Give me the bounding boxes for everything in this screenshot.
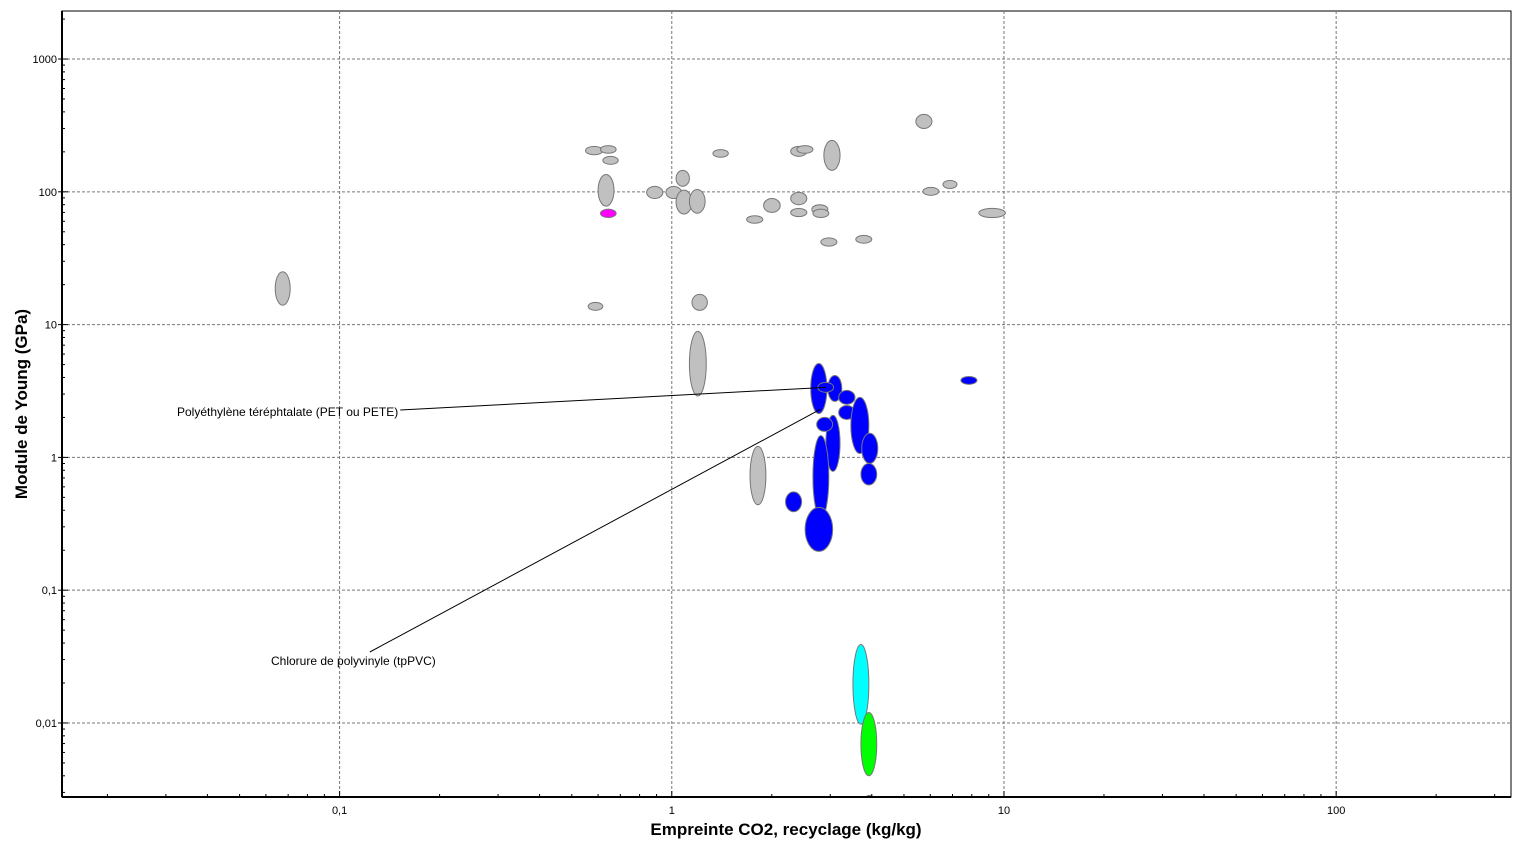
y-tick-label: 0,01: [36, 718, 57, 730]
y-tick-label: 10: [45, 320, 57, 332]
material-bubble-gray: [602, 155, 619, 165]
material-bubble-gray: [746, 215, 764, 224]
material-bubble-gray: [274, 271, 291, 306]
material-bubble-blue: [816, 416, 834, 432]
annotation-leader-line-pvc: [369, 408, 821, 653]
annotation-leader-line-pet: [400, 386, 826, 411]
y-tick-label: 1000: [33, 54, 57, 66]
material-bubble-green: [860, 711, 878, 777]
x-tick-label: 100: [1327, 805, 1345, 817]
annotations: Polyéthylène téréphtalate (PET ou PETE) …: [177, 386, 826, 668]
material-bubble-gray: [922, 186, 940, 196]
x-tick-label: 1: [669, 805, 675, 817]
annotation-label-pvc: Chlorure de polyvinyle (tpPVC): [271, 654, 436, 668]
material-bubble-gray: [675, 169, 690, 187]
material-bubble-gray: [691, 293, 708, 311]
material-bubble-gray: [688, 189, 706, 214]
material-bubble-blue: [838, 389, 856, 405]
material-bubble-cyan: [852, 643, 870, 725]
material-bubble-gray: [763, 198, 781, 213]
material-bubble-gray: [790, 207, 808, 218]
material-bubble-gray: [587, 301, 604, 311]
material-bubble-gray: [820, 237, 838, 247]
material-bubble-gray: [790, 191, 808, 206]
material-bubble-blue: [960, 375, 978, 385]
material-bubbles: [274, 113, 1006, 797]
material-bubble-gray: [646, 185, 664, 200]
material-bubble-gray: [915, 113, 933, 129]
material-bubble-gray: [585, 145, 604, 156]
material-bubble-gray: [599, 145, 617, 154]
plot-area: [61, 10, 1512, 798]
y-axis-title: Module de Young (GPa): [12, 309, 31, 499]
material-bubble-magenta: [599, 208, 617, 219]
material-bubble-blue: [785, 491, 803, 513]
y-tick-label: 1: [51, 452, 57, 464]
y-tick-label: 100: [39, 187, 57, 199]
x-tick-label: 0,1: [332, 805, 347, 817]
material-bubble-gray: [942, 179, 958, 189]
material-bubble-gray: [978, 207, 1006, 219]
material-bubble-blue: [860, 462, 878, 486]
y-tick-label: 0,1: [42, 585, 57, 597]
gridlines: [62, 11, 1511, 797]
x-tick-label: 10: [998, 805, 1010, 817]
material-bubble-gray: [796, 145, 814, 154]
material-bubble-gray: [855, 234, 873, 244]
material-bubble-blue: [812, 435, 830, 519]
x-axis-title: Empreinte CO2, recyclage (kg/kg): [650, 820, 921, 839]
material-bubble-gray: [823, 139, 841, 171]
material-bubble-gray: [812, 208, 830, 219]
material-bubble-blue: [804, 506, 834, 552]
material-bubble-gray: [749, 445, 767, 506]
material-bubble-gray: [597, 174, 615, 207]
material-bubble-gray: [688, 330, 707, 397]
material-bubble-blue: [861, 432, 879, 464]
axis-ticks: 0,1 1 10 100 0,01 0,1 1 10 100 1000: [33, 18, 1496, 817]
material-bubble-gray: [712, 149, 729, 158]
annotation-label-pet: Polyéthylène téréphtalate (PET ou PETE): [177, 405, 398, 419]
